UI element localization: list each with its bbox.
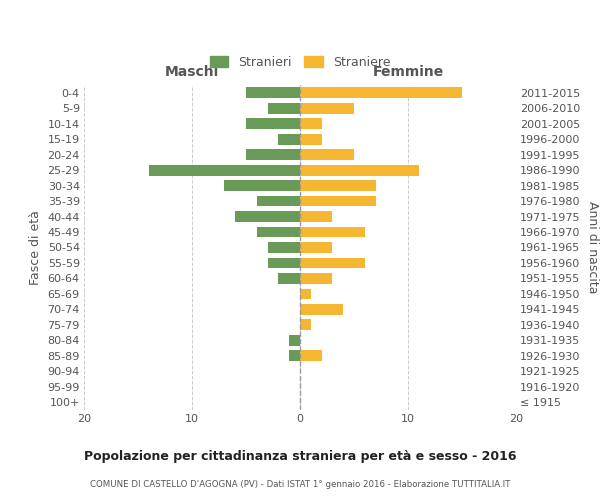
Bar (300, 258, 365, 268)
Bar (300, 226, 365, 237)
Bar (235, 211, 300, 222)
Bar (300, 288, 311, 300)
Bar (300, 180, 376, 191)
Bar (300, 134, 322, 144)
Bar (246, 118, 300, 129)
Bar (300, 88, 462, 98)
Bar (268, 103, 300, 114)
Text: COMUNE DI CASTELLO D'AGOGNA (PV) - Dati ISTAT 1° gennaio 2016 - Elaborazione TUT: COMUNE DI CASTELLO D'AGOGNA (PV) - Dati … (90, 480, 510, 489)
Bar (300, 242, 332, 253)
Bar (257, 226, 300, 237)
Bar (278, 134, 300, 144)
Bar (300, 164, 419, 175)
Bar (224, 180, 300, 191)
Bar (289, 335, 300, 346)
Y-axis label: Fasce di età: Fasce di età (29, 210, 42, 285)
Bar (300, 273, 332, 284)
Bar (300, 118, 322, 129)
Text: Femmine: Femmine (373, 64, 443, 78)
Y-axis label: Anni di nascita: Anni di nascita (586, 201, 599, 294)
Text: Maschi: Maschi (165, 64, 219, 78)
Bar (246, 88, 300, 98)
Bar (149, 164, 300, 175)
Bar (300, 196, 376, 206)
Bar (300, 320, 311, 330)
Text: Popolazione per cittadinanza straniera per età e sesso - 2016: Popolazione per cittadinanza straniera p… (84, 450, 516, 463)
Bar (300, 211, 332, 222)
Bar (300, 304, 343, 315)
Bar (257, 196, 300, 206)
Bar (300, 103, 354, 114)
Bar (300, 149, 354, 160)
Bar (268, 242, 300, 253)
Bar (289, 350, 300, 361)
Bar (300, 350, 322, 361)
Legend: Stranieri, Straniere: Stranieri, Straniere (206, 52, 394, 72)
Bar (246, 149, 300, 160)
Bar (278, 273, 300, 284)
Bar (268, 258, 300, 268)
